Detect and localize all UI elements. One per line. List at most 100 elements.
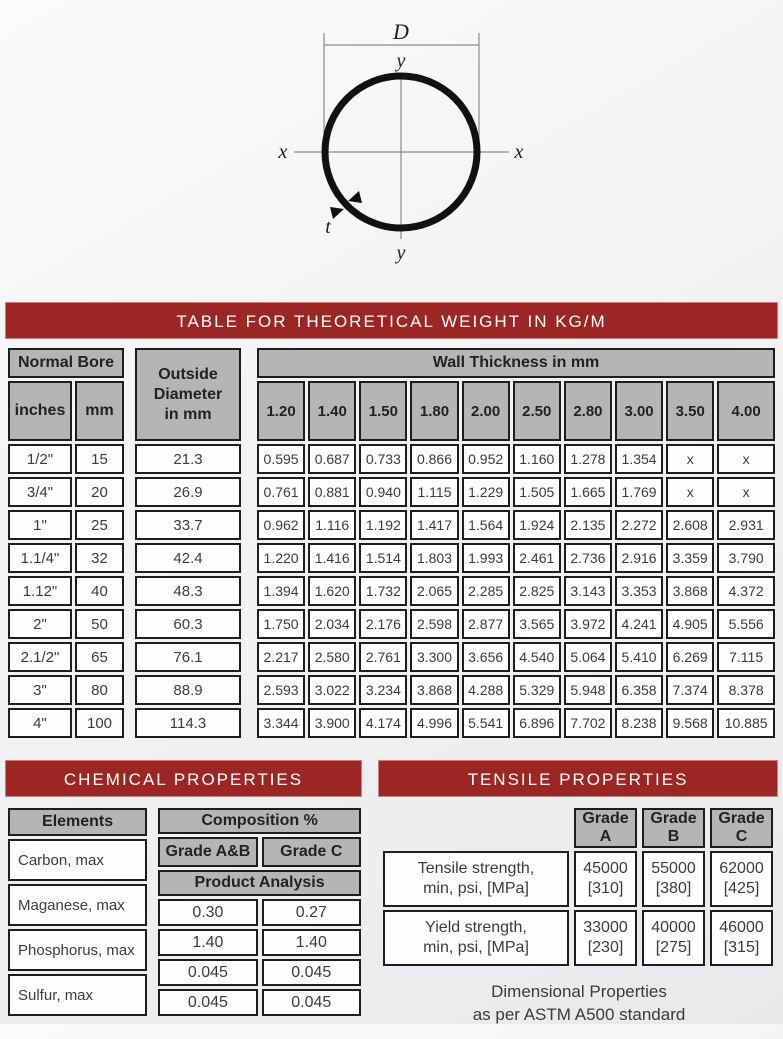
bore-inches-cell: 2.1/2" (8, 642, 72, 672)
weight-cell: 1.192 (359, 510, 408, 540)
table-row: Maganese, max (8, 884, 148, 926)
table-row: 2.217 2.580 2.761 3.300 3.656 4.540 5.064 5.410… (257, 642, 775, 672)
thickness-header-row: 1.20 1.40 1.50 1.80 2.00 2.50 2.80 3.00 3.50 4.00 (257, 381, 775, 441)
diameter-label: D (392, 19, 409, 44)
element-cell: Carbon, max (8, 839, 148, 881)
weight-cell: 3.353 (614, 576, 664, 606)
bore-inches-cell: 2" (8, 609, 72, 639)
weight-cell: 0.866 (410, 444, 459, 474)
table-row: 88.9 (135, 675, 241, 705)
bore-inches-cell: 4" (8, 708, 72, 738)
tensile-value-cell: 62000 [425] (710, 851, 773, 907)
weight-cell: 2.272 (614, 510, 664, 540)
od-cell: 48.3 (135, 576, 241, 606)
weight-cell: 1.769 (614, 477, 664, 507)
od-cell: 76.1 (135, 642, 241, 672)
weight-cell: 5.948 (563, 675, 612, 705)
table-row: 26.9 (135, 477, 241, 507)
weight-cell: 9.568 (666, 708, 715, 738)
grade-c-value-cell: 0.045 (261, 989, 361, 1016)
pipe-wall-circle (321, 72, 480, 232)
composition-table: Composition % Grade A&B Grade C Product … (154, 805, 365, 1019)
weight-cell: 8.378 (717, 675, 775, 705)
weight-cell: 8.238 (614, 708, 664, 738)
table-row: 42.4 (135, 543, 241, 573)
thickness-column-header: 3.00 (614, 381, 664, 441)
weight-cell: 7.115 (717, 642, 775, 672)
bore-mm-cell: 15 (75, 444, 124, 474)
weight-cell: 1.564 (461, 510, 510, 540)
weight-cell: 1.229 (461, 477, 510, 507)
grade-c-value-cell: 0.27 (261, 899, 361, 926)
thickness-column-header: 1.40 (308, 381, 357, 441)
weight-cell: 3.972 (563, 609, 612, 639)
table-row: 1/2" 15 (8, 444, 124, 474)
chemical-title-banner: CHEMICAL PROPERTIES (5, 760, 362, 797)
table-row: Normal Bore (8, 348, 124, 378)
weight-cell: 1.417 (410, 510, 459, 540)
weight-cell: 10.885 (717, 708, 775, 738)
bore-mm-cell: 20 (75, 477, 124, 507)
weight-cell: 4.905 (666, 609, 715, 639)
weight-cell: 2.065 (410, 576, 459, 606)
wall-body: 0.595 0.687 0.733 0.866 0.952 1.160 1.278 1.354… (257, 444, 775, 738)
od-cell: 42.4 (135, 543, 241, 573)
weight-cell: 1.732 (359, 576, 408, 606)
weight-table-title-banner: TABLE FOR THEORETICAL WEIGHT IN KG/M (5, 302, 778, 339)
tensile-value-cell: 33000 [230] (574, 910, 637, 966)
table-row: 3/4" 20 (8, 477, 124, 507)
weight-cell: 3.344 (257, 708, 306, 738)
weight-cell: 2.598 (410, 609, 459, 639)
bore-mm-cell: 80 (75, 675, 124, 705)
weight-cell: 3.900 (308, 708, 357, 738)
weight-cell: 0.940 (359, 477, 408, 507)
thickness-column-header: 1.80 (410, 381, 459, 441)
datasheet-page: D y y x x t TABLE FOR THEORETICAL WEIGHT… (0, 15, 783, 1039)
weight-cell: 2.285 (461, 576, 510, 606)
composition-body: 0.30 0.27 1.40 1.40 0.045 0.045 0.045 0.045 (158, 899, 361, 1016)
od-cell: 26.9 (135, 477, 241, 507)
thickness-column-header: 3.50 (666, 381, 715, 441)
elements-body: Carbon, max Maganese, max Phosphorus, max S… (8, 839, 148, 1016)
od-cell: 60.3 (135, 609, 241, 639)
table-row: Yield strength, min, psi, [MPa] 33000 [23… (383, 910, 773, 966)
table-row: 33.7 (135, 510, 241, 540)
table-row: Elements (8, 808, 148, 836)
table-row: Sulfur, max (8, 974, 148, 1016)
weight-cell: 0.687 (308, 444, 357, 474)
tensile-value-cell: 55000 [380] (642, 851, 705, 907)
weight-cell: 1.514 (359, 543, 408, 573)
tensile-grade-header: Grade B (642, 808, 705, 848)
weight-cell: 1.416 (308, 543, 357, 573)
thickness-arrow-inner (347, 191, 362, 203)
grade-ab-value-cell: 1.40 (158, 929, 258, 956)
elements-table: Elements Carbon, max Maganese, max Phospho… (5, 805, 150, 1019)
weight-cell: 1.160 (512, 444, 561, 474)
od-cell: 114.3 (135, 708, 241, 738)
weight-cell: 4.288 (461, 675, 510, 705)
thickness-column-header: 2.80 (563, 381, 612, 441)
inches-header: inches (8, 381, 72, 441)
weight-cell: 2.825 (512, 576, 561, 606)
thickness-column-header: 1.50 (359, 381, 408, 441)
table-row: 2.1/2" 65 (8, 642, 124, 672)
table-row: 1.220 1.416 1.514 1.803 1.993 2.461 2.736 2.916… (257, 543, 775, 573)
weight-cell: 1.278 (563, 444, 612, 474)
table-row: 2" 50 (8, 609, 124, 639)
weight-cell: 2.580 (308, 642, 357, 672)
grade-ab-value-cell: 0.045 (158, 989, 258, 1016)
thickness-column-header: 2.00 (461, 381, 510, 441)
bore-inches-cell: 1" (8, 510, 72, 540)
element-cell: Phosphorus, max (8, 929, 148, 971)
weight-cell: 2.461 (512, 543, 561, 573)
weight-cell: 2.135 (563, 510, 612, 540)
table-row: 2.593 3.022 3.234 3.868 4.288 5.329 5.948 6.358… (257, 675, 775, 705)
table-row: 0.30 0.27 (158, 899, 361, 926)
x-axis-left-label: x (277, 141, 287, 163)
weight-cell: 6.358 (614, 675, 664, 705)
table-row: 1.1/4" 32 (8, 543, 124, 573)
table-row: 0.045 0.045 (158, 959, 361, 986)
table-row: 0.045 0.045 (158, 989, 361, 1016)
weight-cell: 0.733 (359, 444, 408, 474)
od-cell: 21.3 (135, 444, 241, 474)
